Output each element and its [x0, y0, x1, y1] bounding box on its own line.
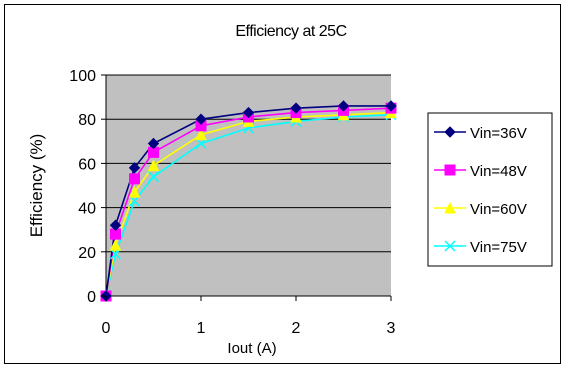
x-tick-label: 1 — [197, 320, 206, 337]
x-axis-title: Iout (A) — [227, 340, 276, 357]
data-point — [147, 171, 160, 183]
y-axis-title: Efficiency (%) — [27, 134, 46, 238]
x-tick-label: 3 — [387, 320, 396, 337]
data-point — [129, 173, 140, 185]
y-tick-label: 0 — [87, 289, 96, 306]
legend-box — [427, 112, 553, 267]
data-point — [195, 128, 207, 141]
x-tick-label: 2 — [292, 320, 301, 337]
chart-title: Efficiency at 25C — [235, 23, 346, 40]
legend-marker — [444, 126, 456, 138]
y-tick-label: 60 — [78, 156, 96, 173]
data-point — [128, 195, 141, 207]
data-point — [195, 137, 207, 150]
data-point — [109, 248, 122, 260]
legend-marker — [444, 201, 456, 214]
marker-stroke — [195, 137, 207, 150]
data-point — [147, 137, 160, 150]
marker-stroke — [444, 240, 456, 252]
legend-marker — [444, 240, 456, 252]
data-point — [242, 106, 255, 119]
marker-stroke — [147, 171, 160, 183]
legend-label: Vin=75V — [470, 239, 527, 256]
y-tick-label: 80 — [78, 112, 96, 129]
data-point — [128, 186, 141, 198]
legend-label: Vin=48V — [470, 163, 527, 180]
x-tick-label: 0 — [102, 320, 111, 337]
y-tick-label: 20 — [78, 245, 96, 262]
y-tick-label: 40 — [78, 201, 96, 218]
y-tick-label: 100 — [69, 68, 96, 85]
data-point — [290, 102, 302, 114]
legend-marker — [444, 164, 456, 176]
data-point — [109, 219, 122, 231]
data-point — [128, 162, 141, 174]
legend-label: Vin=60V — [470, 201, 527, 218]
data-point — [337, 100, 350, 112]
data-point — [147, 159, 160, 172]
data-point — [109, 239, 122, 251]
data-point — [195, 113, 207, 125]
data-point — [385, 100, 397, 112]
marker-stroke — [109, 248, 122, 260]
marker-stroke — [128, 195, 141, 207]
legend-label: Vin=36V — [470, 125, 527, 142]
